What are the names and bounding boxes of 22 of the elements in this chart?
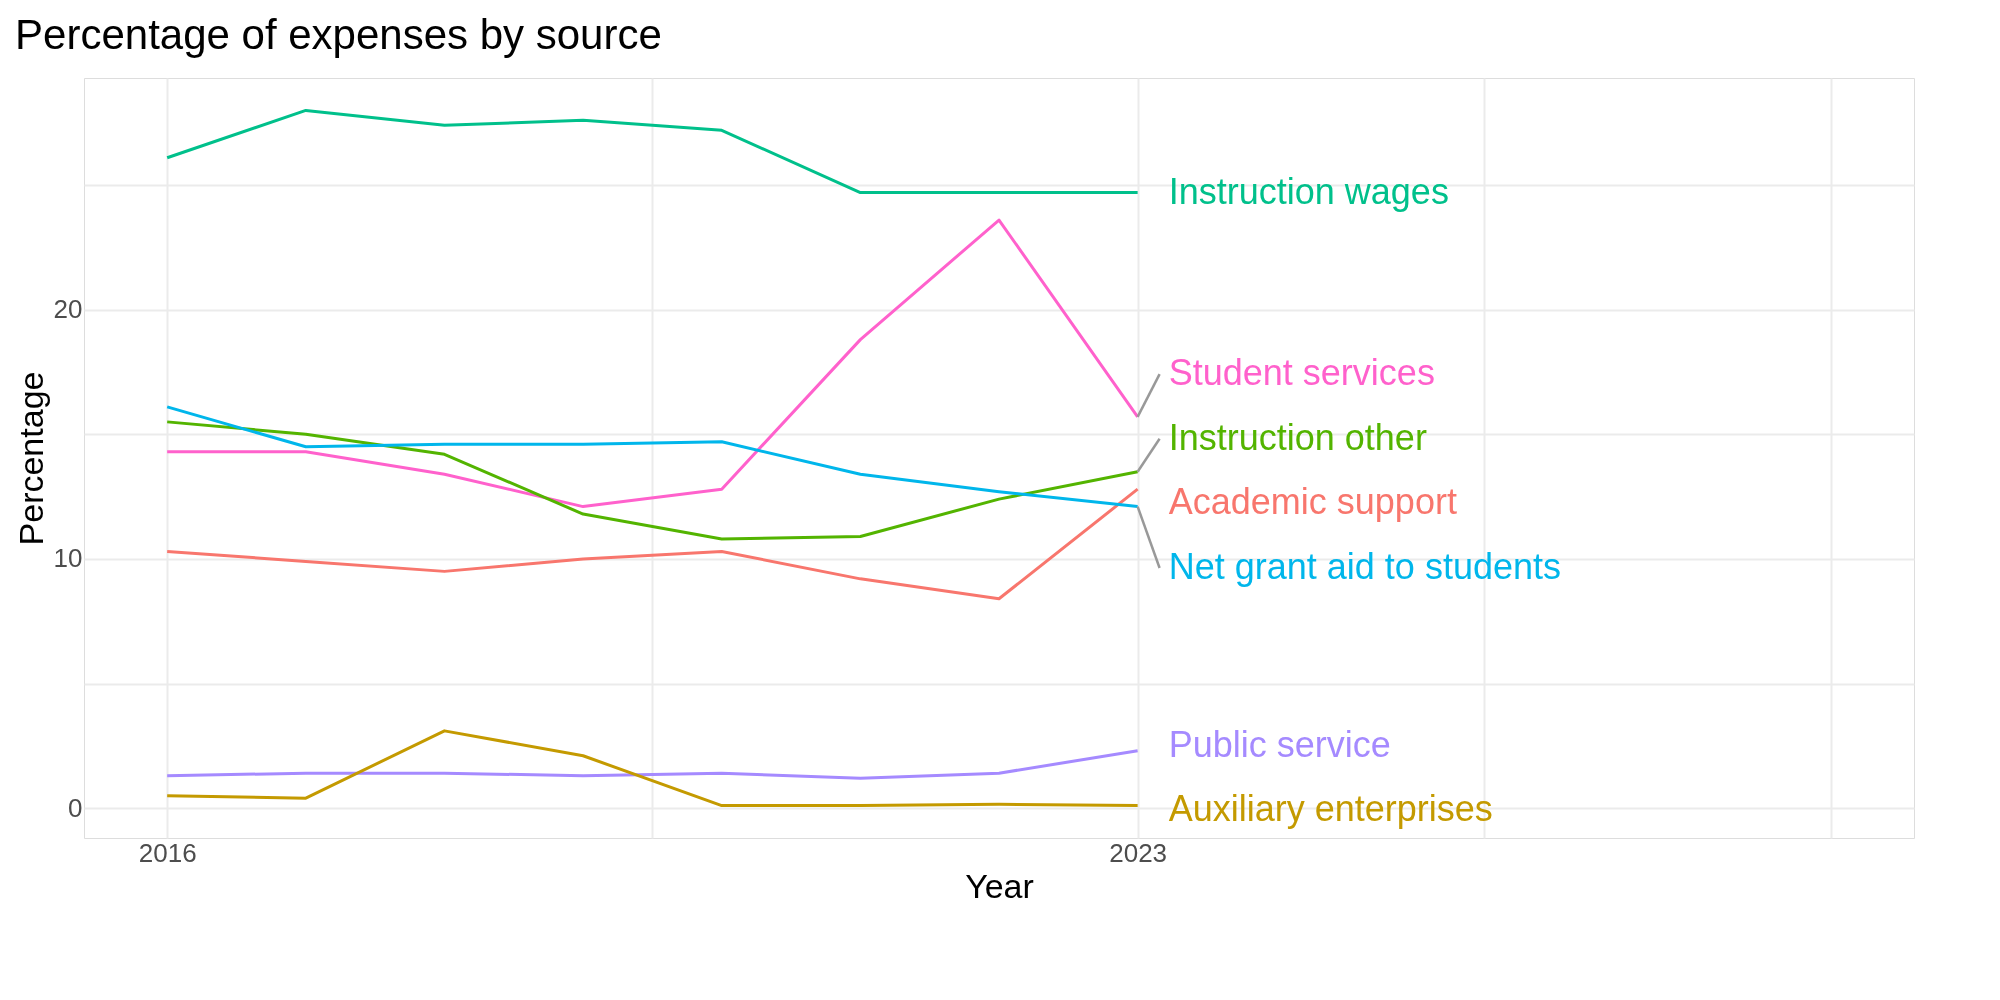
chart-title: Percentage of expenses by source (15, 11, 662, 58)
line-series (165, 405, 1140, 509)
line-series (165, 108, 1140, 195)
series-label: Instruction other (1168, 416, 1427, 458)
y-tick-label: 0 (68, 792, 83, 823)
x-axis-title: Year (965, 866, 1034, 905)
line-series (165, 420, 1140, 541)
series-label: Academic support (1168, 481, 1457, 523)
x-tick-label: 2023 (1109, 837, 1168, 868)
line-series (165, 729, 1140, 808)
y-axis-title: Percentage (11, 371, 50, 546)
x-tick-label: 2016 (138, 837, 197, 868)
line-series (165, 749, 1140, 780)
y-tick-label: 10 (53, 543, 83, 574)
series-label: Public service (1168, 723, 1391, 765)
series-label: Student services (1168, 352, 1435, 394)
series-label: Net grant aid to students (1168, 545, 1561, 587)
series-label: Auxiliary enterprises (1168, 788, 1493, 830)
series-label: Instruction wages (1168, 170, 1449, 212)
y-tick-label: 20 (53, 294, 83, 325)
line-series (165, 218, 1140, 509)
line-series (165, 487, 1140, 601)
